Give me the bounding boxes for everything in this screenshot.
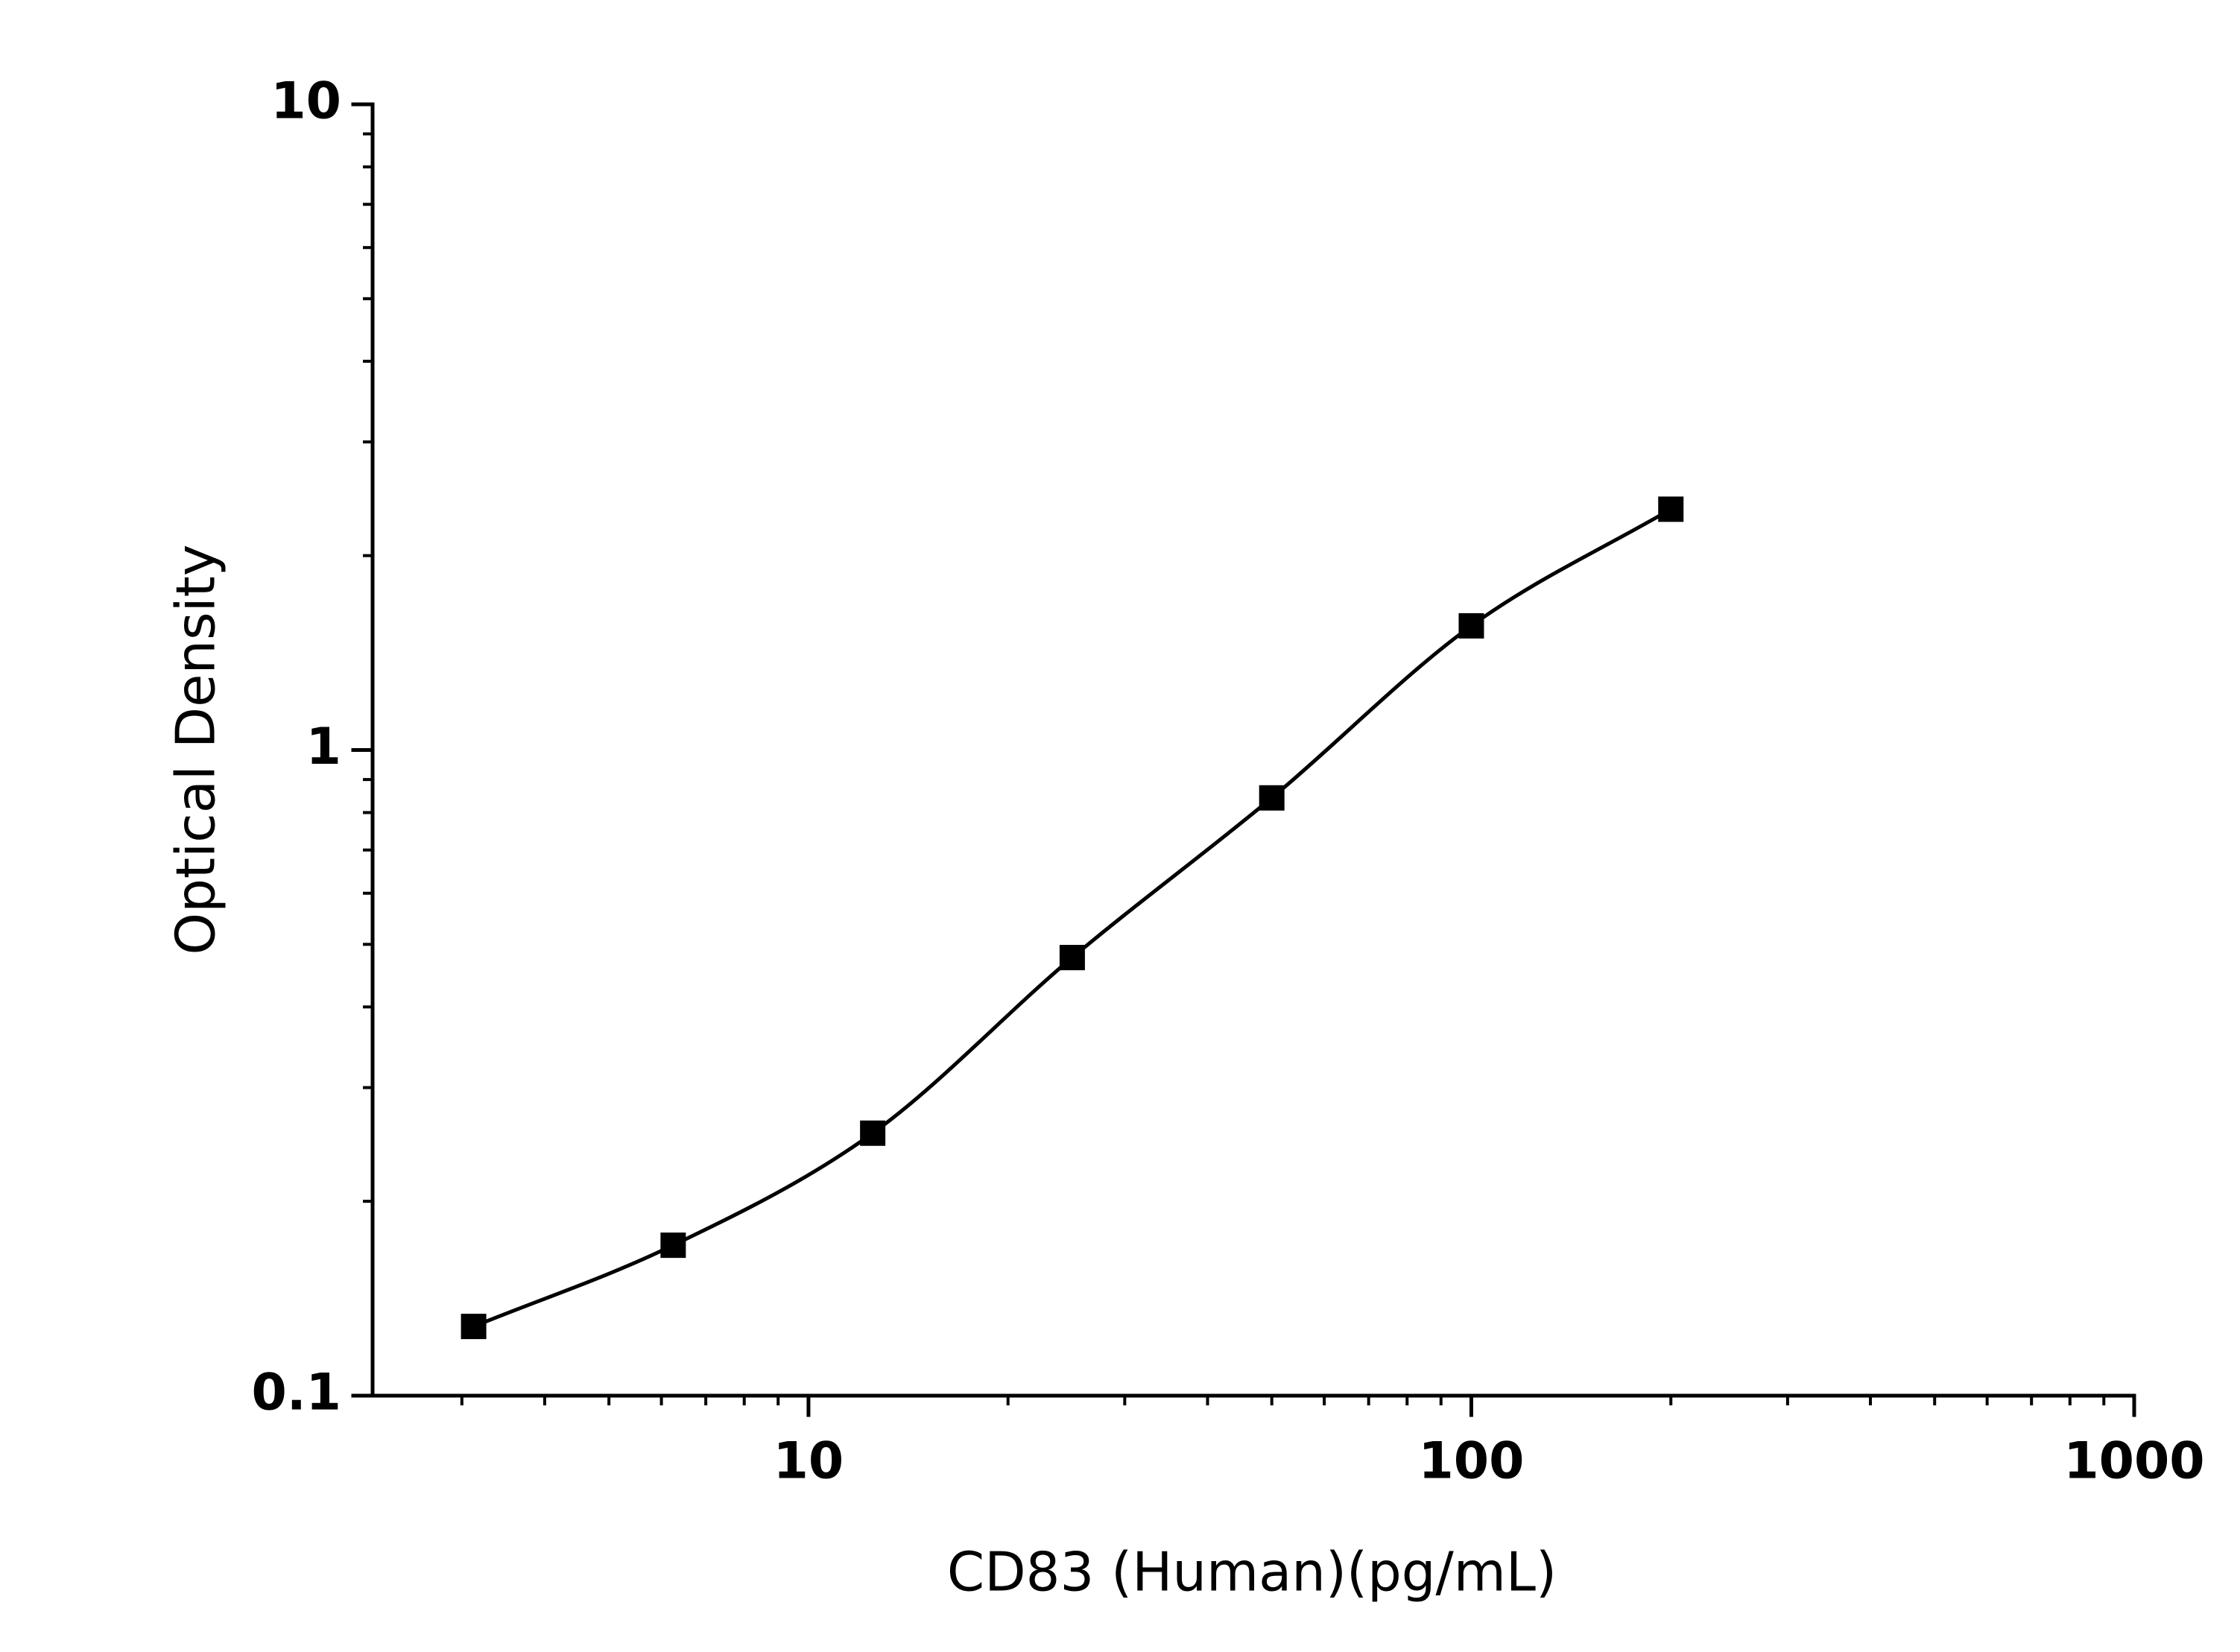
data-point bbox=[860, 1120, 886, 1146]
x-tick-label: 10 bbox=[773, 1432, 844, 1491]
y-tick-label: 1 bbox=[306, 718, 341, 776]
data-point bbox=[1658, 496, 1684, 522]
x-tick-label: 1000 bbox=[2063, 1432, 2204, 1491]
fit-curve bbox=[472, 507, 1672, 1329]
data-point bbox=[1458, 613, 1484, 639]
data-point bbox=[1059, 945, 1085, 971]
x-tick-label: 100 bbox=[1418, 1432, 1524, 1491]
y-tick-label: 10 bbox=[270, 72, 341, 131]
data-point bbox=[461, 1314, 487, 1340]
data-point bbox=[660, 1232, 686, 1259]
x-axis-title: CD83 (Human)(pg/mL) bbox=[947, 1541, 1557, 1604]
y-tick-label: 0.1 bbox=[252, 1364, 341, 1422]
data-point bbox=[1259, 785, 1285, 811]
y-axis-title: Optical Density bbox=[165, 545, 227, 955]
